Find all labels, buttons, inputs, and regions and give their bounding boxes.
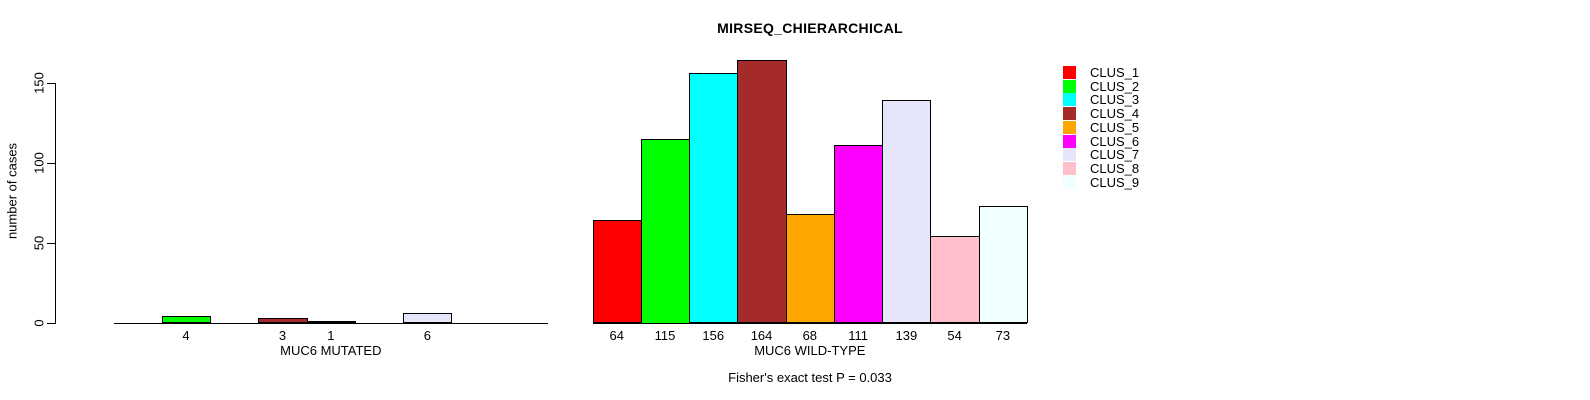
bar-clus_8 xyxy=(930,236,980,324)
legend-swatch-clus_5 xyxy=(1063,120,1076,134)
legend-swatch-clus_7 xyxy=(1063,148,1076,162)
bar-value-label: 4 xyxy=(182,328,190,343)
legend-swatch-clus_4 xyxy=(1063,107,1076,121)
bar-clus_7 xyxy=(403,312,453,324)
y-axis-line xyxy=(55,82,56,324)
bar-value-label: 3 xyxy=(278,328,287,343)
y-tick-label: 50 xyxy=(31,235,47,250)
bar-clus_5 xyxy=(306,320,356,324)
bar-value-label: 164 xyxy=(750,328,773,343)
bar-clus_4 xyxy=(737,60,787,324)
y-tick xyxy=(47,322,55,324)
bar-clus_2 xyxy=(640,138,691,324)
legend-label: CLUS_6 xyxy=(1090,133,1140,149)
bar-value-label: 6 xyxy=(423,328,431,343)
bar-clus_7 xyxy=(882,100,932,324)
bar-clus_9 xyxy=(978,205,1029,324)
bar-value-label: 156 xyxy=(702,328,725,343)
chart-title: MIRSEQ_CHIERARCHICAL xyxy=(717,20,903,36)
legend-swatch-clus_1 xyxy=(1063,66,1076,79)
x-axis-group-label: MUC6 WILD-TYPE xyxy=(754,343,866,358)
legend-swatch-clus_8 xyxy=(1063,161,1076,175)
y-tick xyxy=(47,82,55,84)
y-tick-label: 150 xyxy=(31,71,47,94)
bar-clus_6 xyxy=(833,144,884,324)
x-axis-group-label: MUC6 MUTATED xyxy=(280,343,382,358)
legend-swatch-clus_9 xyxy=(1063,175,1076,189)
bar-value-label: 111 xyxy=(848,328,868,343)
legend-swatch-clus_2 xyxy=(1063,79,1076,93)
legend-label: CLUS_5 xyxy=(1090,119,1140,135)
bar-value-label: 68 xyxy=(802,328,818,343)
bar-value-label: 139 xyxy=(895,328,918,343)
y-tick-label: 100 xyxy=(31,151,47,174)
y-tick xyxy=(47,242,55,244)
bar-value-label: 115 xyxy=(654,328,676,343)
bar-clus_5 xyxy=(785,213,835,324)
bar-clus_4 xyxy=(258,317,308,324)
legend-label: CLUS_3 xyxy=(1090,92,1140,108)
legend-swatch-clus_6 xyxy=(1063,134,1076,148)
bar-clus_3 xyxy=(689,72,739,324)
bar-value-label: 64 xyxy=(609,328,624,343)
y-axis-label: number of cases xyxy=(4,142,20,240)
y-tick xyxy=(47,162,55,164)
legend-label: CLUS_2 xyxy=(1090,78,1140,94)
bar-value-label: 73 xyxy=(995,328,1011,343)
bar-value-label: 54 xyxy=(947,328,962,343)
legend-label: CLUS_8 xyxy=(1090,160,1140,176)
legend-label: CLUS_4 xyxy=(1090,106,1140,122)
bar-clus_2 xyxy=(161,316,212,324)
bar-value-label: 1 xyxy=(327,328,335,343)
legend-swatch-clus_3 xyxy=(1063,93,1076,107)
legend-label: CLUS_1 xyxy=(1090,65,1140,80)
fisher-test-annotation: Fisher's exact test P = 0.033 xyxy=(728,370,892,385)
legend-label: CLUS_9 xyxy=(1090,174,1140,190)
y-tick-label: 0 xyxy=(31,318,47,327)
bar-clus_1 xyxy=(592,220,642,324)
legend-label: CLUS_7 xyxy=(1090,147,1140,163)
